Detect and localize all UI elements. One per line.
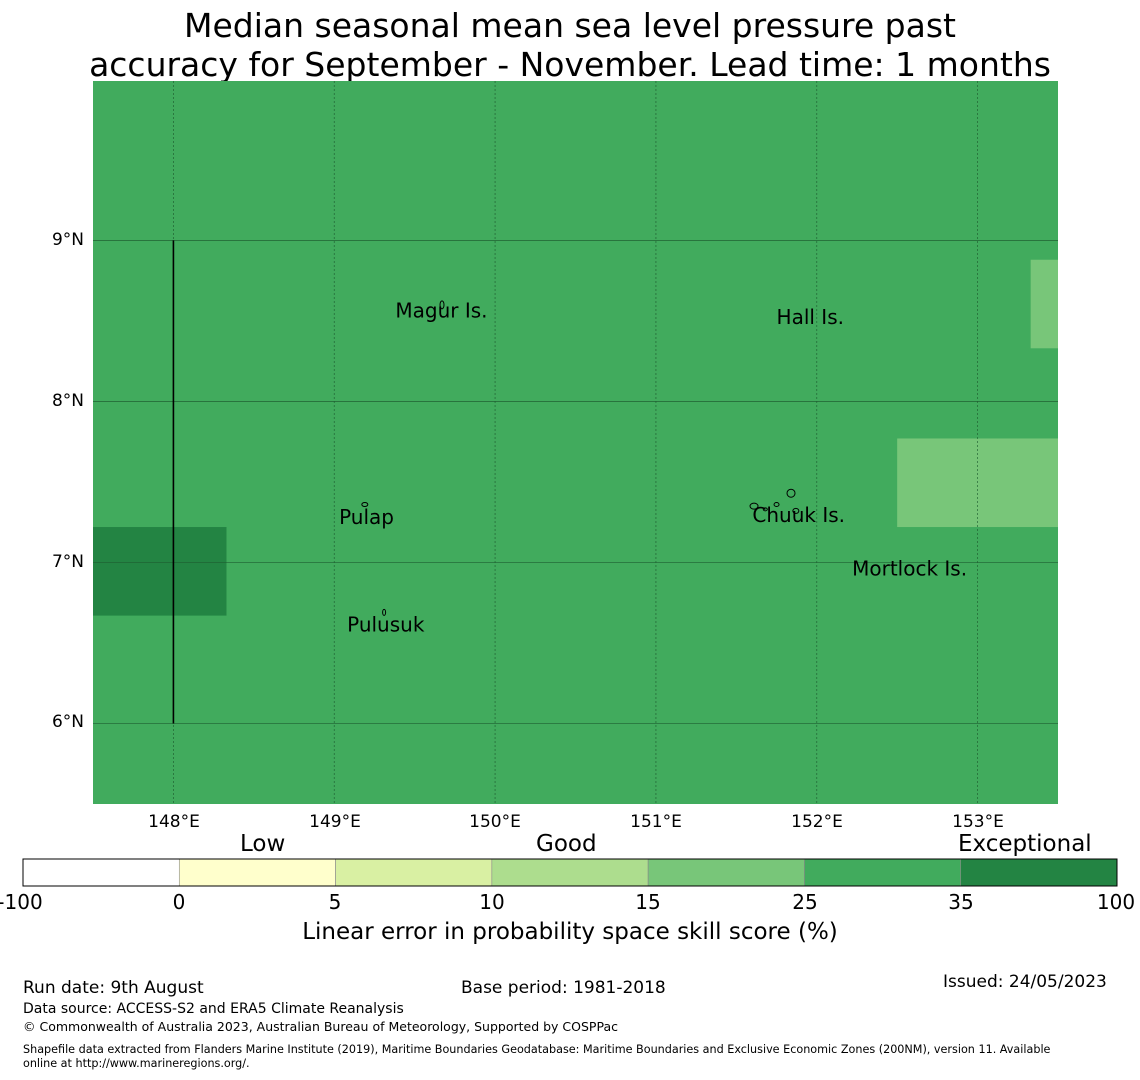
legend-frame bbox=[22, 858, 1118, 887]
legend-category-good: Good bbox=[536, 831, 597, 857]
legend-tick: 15 bbox=[635, 890, 661, 914]
island-outline bbox=[361, 501, 369, 507]
place-label: Hall Is. bbox=[777, 305, 844, 329]
lon-tick-151: 151°E bbox=[630, 812, 682, 832]
map-layer: Magur Is. Hall Is. Pulap Chuuk Is. Mortlock … bbox=[22, 81, 1118, 887]
island-outline bbox=[749, 502, 759, 510]
legend-color-bin bbox=[960, 858, 1118, 887]
place-label: Chuuk Is. bbox=[752, 503, 845, 527]
shapefile-credit-line-1: Shapefile data extracted from Flanders M… bbox=[23, 1043, 1051, 1056]
map-title: Median seasonal mean sea level pressure … bbox=[0, 6, 1140, 84]
place-label: Magur Is. bbox=[395, 299, 487, 323]
legend-axis-label: Linear error in probability space skill … bbox=[302, 919, 838, 945]
legend-tick: -100 bbox=[0, 890, 43, 914]
base-period: Base period: 1981-2018 bbox=[461, 978, 666, 998]
lon-tick-150: 150°E bbox=[469, 812, 521, 832]
place-label: Pulap bbox=[339, 505, 394, 529]
lon-tick-148: 148°E bbox=[148, 812, 200, 832]
issued-date: Issued: 24/05/2023 bbox=[943, 972, 1107, 992]
legend-color-bin bbox=[335, 858, 493, 887]
place-label: Mortlock Is. bbox=[852, 556, 967, 580]
skill-cell bbox=[1030, 259, 1058, 349]
legend-tick: 10 bbox=[479, 890, 505, 914]
legend-color-bin bbox=[647, 858, 805, 887]
lon-tick-153: 153°E bbox=[952, 812, 1004, 832]
title-line-1: Median seasonal mean sea level pressure … bbox=[184, 6, 956, 45]
place-label: Pulusuk bbox=[347, 613, 425, 637]
data-source: Data source: ACCESS-S2 and ERA5 Climate … bbox=[23, 1001, 404, 1017]
legend-tick: 5 bbox=[328, 890, 342, 914]
island-outline bbox=[786, 488, 796, 498]
legend-color-bin bbox=[178, 858, 336, 887]
lat-tick-8: 8°N bbox=[51, 391, 84, 411]
legend-color-bin bbox=[804, 858, 962, 887]
island-outline bbox=[762, 507, 768, 512]
legend-tick: 0 bbox=[172, 890, 186, 914]
skill-cell bbox=[93, 527, 227, 616]
legend-tick: 25 bbox=[792, 890, 818, 914]
lon-tick-149: 149°E bbox=[309, 812, 361, 832]
island-outline bbox=[382, 608, 387, 616]
legend-category-low: Low bbox=[240, 831, 286, 857]
shapefile-credit-line-2: online at http://www.marineregions.org/. bbox=[23, 1057, 250, 1070]
legend-category-exceptional: Exceptional bbox=[958, 831, 1092, 857]
island-outline bbox=[439, 300, 445, 310]
lat-tick-7: 7°N bbox=[51, 552, 84, 572]
lat-tick-9: 9°N bbox=[51, 230, 84, 250]
island-outline bbox=[773, 501, 780, 507]
copyright: © Commonwealth of Australia 2023, Austra… bbox=[23, 1019, 618, 1034]
lon-tick-152: 152°E bbox=[791, 812, 843, 832]
island-outline bbox=[792, 507, 800, 514]
run-date: Run date: 9th August bbox=[23, 978, 204, 998]
legend-tick: 100 bbox=[1096, 890, 1136, 914]
legend-color-bin bbox=[491, 858, 649, 887]
legend-color-bin bbox=[22, 858, 180, 887]
legend-tick: 35 bbox=[948, 890, 974, 914]
title-line-2: accuracy for September - November. Lead … bbox=[89, 45, 1051, 84]
lat-tick-6: 6°N bbox=[51, 712, 84, 732]
